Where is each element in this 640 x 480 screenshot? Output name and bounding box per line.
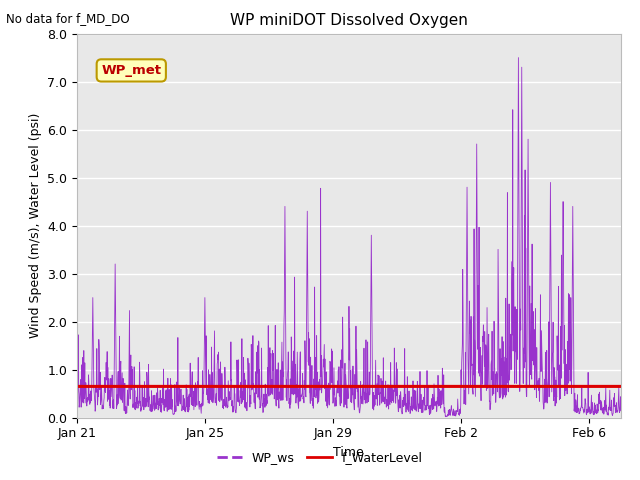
X-axis label: Time: Time bbox=[333, 446, 364, 459]
Text: No data for f_MD_DO: No data for f_MD_DO bbox=[6, 12, 130, 25]
Text: WP_met: WP_met bbox=[101, 64, 161, 77]
Title: WP miniDOT Dissolved Oxygen: WP miniDOT Dissolved Oxygen bbox=[230, 13, 468, 28]
Legend: WP_ws, f_WaterLevel: WP_ws, f_WaterLevel bbox=[212, 446, 428, 469]
Y-axis label: Wind Speed (m/s), Water Level (psi): Wind Speed (m/s), Water Level (psi) bbox=[29, 113, 42, 338]
